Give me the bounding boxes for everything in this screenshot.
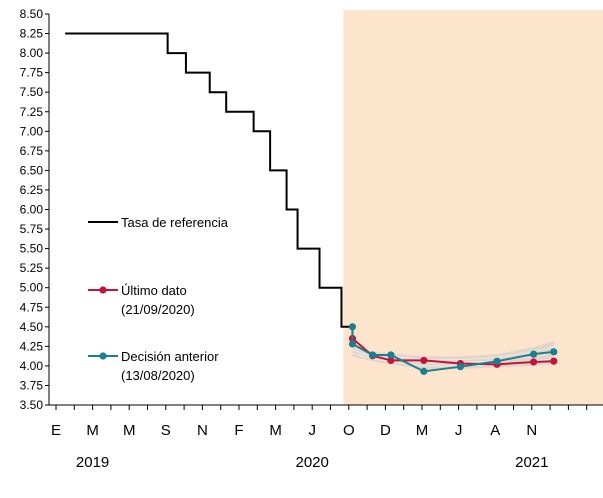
data-point bbox=[348, 340, 357, 348]
x-tick-label: E bbox=[51, 422, 61, 439]
y-tick-label: 7.75 bbox=[20, 66, 44, 80]
legend-label: Tasa de referencia bbox=[121, 215, 229, 230]
y-tick-label: 5.25 bbox=[20, 261, 44, 275]
x-tick-label: N bbox=[526, 422, 537, 439]
data-point bbox=[456, 363, 465, 371]
x-tick-label: M bbox=[86, 422, 99, 439]
x-tick-label: F bbox=[234, 422, 243, 439]
data-point bbox=[550, 357, 558, 365]
y-tick-label: 5.00 bbox=[20, 281, 44, 295]
data-point bbox=[530, 350, 538, 358]
legend-label-date: (21/09/2020) bbox=[121, 302, 195, 317]
x-tick-label: S bbox=[161, 422, 171, 439]
data-point bbox=[368, 351, 377, 359]
x-tick-label: N bbox=[197, 422, 208, 439]
y-tick-label: 4.00 bbox=[20, 359, 44, 373]
legend: Tasa de referencia Último dato (21/09/2020… bbox=[88, 215, 229, 383]
x-tick-label: D bbox=[380, 422, 391, 439]
y-tick-label: 3.75 bbox=[20, 378, 44, 392]
x-tick-label: J bbox=[455, 422, 463, 439]
forecast-shaded-region bbox=[343, 10, 603, 405]
legend-label: Decisión anterior bbox=[121, 349, 219, 364]
data-point bbox=[493, 357, 501, 365]
data-point bbox=[387, 351, 395, 359]
axes: 3.50 3.75 4.00 4.25 4.50 4.75 5.00 5.25 5.50 5.75… bbox=[20, 7, 603, 471]
year-label: 2019 bbox=[76, 454, 109, 471]
data-point bbox=[387, 356, 395, 365]
y-tick-label: 5.75 bbox=[20, 222, 44, 236]
y-tick-label: 8.50 bbox=[20, 7, 44, 21]
y-tick-label: 3.50 bbox=[20, 398, 44, 412]
x-tick-label: J bbox=[308, 422, 316, 439]
year-label: 2021 bbox=[515, 454, 548, 471]
y-tick-label: 7.00 bbox=[20, 124, 44, 138]
year-label: 2020 bbox=[296, 454, 329, 471]
y-tick-label: 6.25 bbox=[20, 183, 44, 197]
y-tick-label: 4.50 bbox=[20, 320, 44, 334]
y-tick-label: 4.25 bbox=[20, 339, 44, 353]
y-tick-label: 6.75 bbox=[20, 144, 44, 158]
data-point bbox=[530, 358, 538, 366]
series-layer bbox=[65, 32, 558, 375]
y-tick-label: 8.00 bbox=[20, 46, 44, 60]
y-tick-label: 6.00 bbox=[20, 203, 44, 217]
x-tick-label: M bbox=[416, 422, 429, 439]
data-point bbox=[550, 348, 558, 356]
y-tick-label: 4.75 bbox=[20, 300, 44, 314]
legend-label: Último dato bbox=[121, 283, 187, 298]
legend-marker bbox=[99, 286, 107, 294]
data-point bbox=[348, 323, 357, 331]
y-tick-label: 6.50 bbox=[20, 163, 44, 177]
x-tick-label: A bbox=[490, 422, 500, 439]
legend-label-date: (13/08/2020) bbox=[121, 368, 195, 383]
x-tick-label: O bbox=[343, 422, 355, 439]
y-tick-label: 7.50 bbox=[20, 85, 44, 99]
legend-marker bbox=[99, 352, 107, 360]
y-tick-label: 5.50 bbox=[20, 242, 44, 256]
policy-rate-line bbox=[65, 32, 353, 328]
data-point bbox=[420, 356, 428, 365]
y-tick-label: 8.25 bbox=[20, 27, 44, 41]
x-tick-label: M bbox=[269, 422, 282, 439]
x-tick-label: M bbox=[123, 422, 136, 439]
data-point bbox=[420, 367, 428, 375]
y-tick-label: 7.25 bbox=[20, 105, 44, 119]
